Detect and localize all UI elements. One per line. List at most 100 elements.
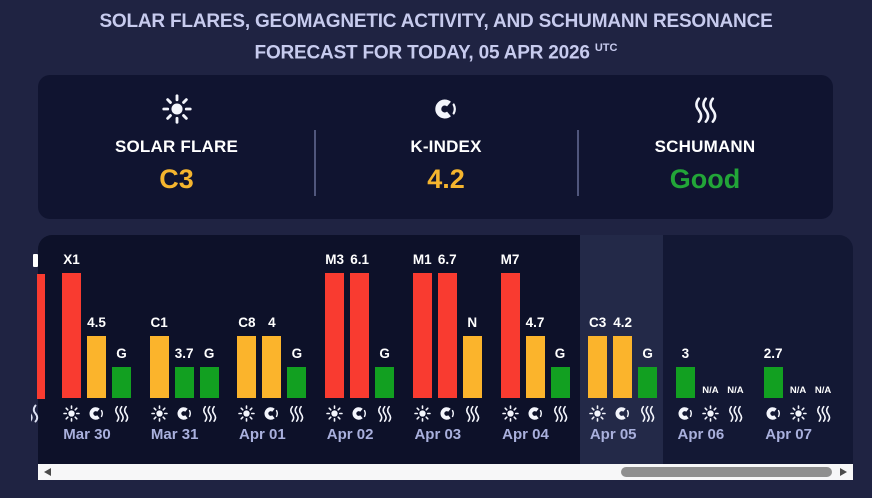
day-column-apr-05: C3 4.2 G Apr 05 [588,235,664,464]
sun-icon [414,405,431,422]
k-index-bar [525,336,545,398]
summary-card: SOLAR FLARE C3 K-INDEX 4.2 SCHUMANN Good [38,75,833,219]
waves-icon [201,405,218,422]
solar-flare-na-label: N/A [702,385,719,396]
sun-icon [238,405,256,422]
k-index-value: 4.2 [427,164,465,194]
schumann-bar [462,336,482,398]
magnet-icon [527,405,544,422]
magnet-icon [263,405,280,422]
k-index-bar [763,367,783,398]
schumann-value: G [379,346,390,361]
sun-icon [63,405,80,422]
card-divider [577,130,579,196]
clipped-prev-day-bar-fragment [37,274,45,399]
waves-icon [288,405,305,422]
k-index-bar [87,336,106,398]
clipped-prev-day-label-fragment [33,254,38,267]
sun-icon [161,92,192,126]
scroll-left-icon[interactable] [44,467,51,476]
solar-flare-bar [62,273,81,398]
sun-icon [501,405,519,422]
day-date-label: Apr 01 [239,426,286,443]
waves-icon [464,405,481,422]
scrollbar-thumb[interactable] [621,467,832,477]
day-column-apr-01: C8 4 G Apr 01 [237,235,313,464]
waves-icon [639,405,656,422]
day-date-label: Apr 04 [502,426,549,443]
summary-schumann: SCHUMANN Good [577,75,833,219]
schumann-value: G [554,346,566,361]
schumann-bar [638,367,658,398]
solar-flare-value: X1 [63,252,80,267]
page-title-line1: SOLAR FLARES, GEOMAGNETIC ACTIVITY, AND … [99,11,773,32]
page-title: SOLAR FLARES, GEOMAGNETIC ACTIVITY, AND … [0,9,872,66]
waves-icon [376,405,393,422]
magnet-icon [176,405,193,422]
sun-icon [150,405,168,422]
day-date-label: Mar 30 [63,426,111,443]
k-index-value: 4.2 [613,315,633,330]
solar-flare-value: M1 [412,252,432,267]
waves-icon [113,405,130,422]
schumann-na-label: N/A [814,385,832,396]
day-column-mar-30: X1 4.5 G Mar 30 [62,235,138,464]
magnet-icon [433,92,459,126]
k-index-value: 4.5 [87,315,106,330]
solar-flare-bar [325,273,345,398]
schumann-value: G [642,346,653,361]
k-index-bar [350,273,370,398]
solar-flare-value: M3 [325,252,344,267]
magnet-icon [88,405,105,422]
solar-flare-value: C3 [159,164,194,194]
waves-icon [727,405,744,422]
k-index-value: 3.7 [174,346,194,361]
future-days-panel [663,235,853,464]
waves-icon [815,405,832,422]
day-column-apr-02: M3 6.1 G Apr 02 [325,235,401,464]
schumann-value: G [116,346,127,361]
card-divider [314,130,316,196]
k-index-label: K-INDEX [410,137,482,156]
schumann-value: G [291,346,303,361]
k-index-bar [675,367,695,398]
day-date-label: Apr 05 [589,426,637,443]
day-column-apr-04: M7 4.7 G Apr 04 [500,235,577,464]
summary-k-index: K-INDEX 4.2 [315,75,577,219]
day-date-label: Apr 07 [765,426,812,443]
day-date-label: Apr 03 [414,426,462,443]
summary-solar-flare: SOLAR FLARE C3 [38,75,315,219]
schumann-bar [199,367,219,398]
utc-label: UTC [594,42,618,54]
magnet-icon [439,405,456,422]
solar-flare-value: C3 [589,315,607,330]
waves-icon [692,92,719,126]
scroll-right-icon[interactable] [840,467,847,476]
day-date-label: Mar 31 [150,426,199,443]
schumann-bar [112,367,131,398]
schumann-bar [375,367,395,398]
schumann-value: Good [669,164,741,194]
sun-icon [589,405,606,422]
magnet-icon [677,405,694,422]
magnet-icon [765,405,782,422]
day-date-label: Apr 02 [326,426,374,443]
k-index-value: 4.7 [525,315,545,330]
sun-icon [326,405,343,422]
schumann-na-label: N/A [727,385,744,396]
day-column-apr-07: 2.7 N/A N/A Apr 07 [763,235,840,464]
solar-flare-bar [500,273,520,398]
schumann-label: SCHUMANN [654,137,756,156]
schumann-value: N [467,315,478,330]
past-days-panel [38,235,580,464]
day-column-mar-31: C1 3.7 G Mar 31 [149,235,226,464]
solar-flare-bar [412,273,432,398]
magnet-icon [614,405,631,422]
horizontal-scrollbar[interactable] [38,464,853,480]
solar-flare-value: M7 [500,252,520,267]
k-index-value: 6.1 [350,252,369,267]
waves-icon [31,404,40,423]
k-index-bar [174,367,194,398]
schumann-value: G [203,346,215,361]
